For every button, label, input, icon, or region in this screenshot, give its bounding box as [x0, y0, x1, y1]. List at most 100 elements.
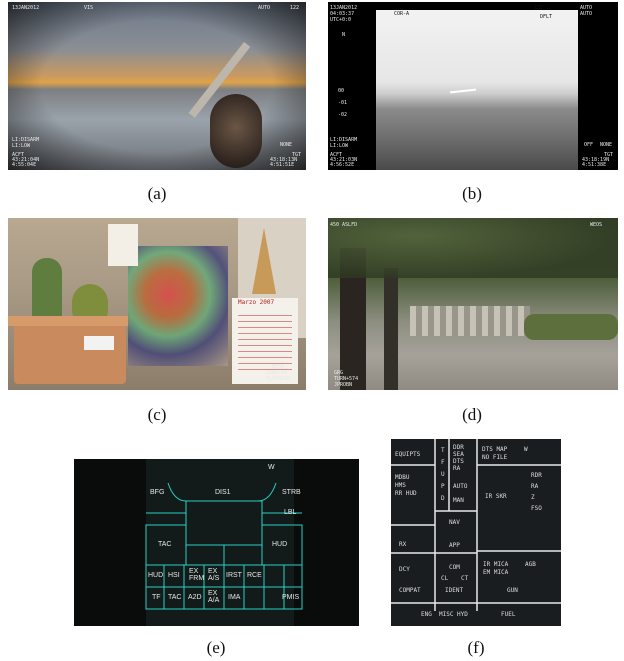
scale-0: 00 — [338, 88, 345, 94]
row2-tac-button[interactable]: TAC — [168, 594, 182, 601]
hyd-button[interactable]: HYD — [457, 611, 468, 618]
tgt-label: TGT — [604, 152, 614, 158]
acft-lat: 43:21:04N — [12, 157, 40, 163]
acft-lon: 4:55:04E — [12, 162, 37, 168]
bfg-button[interactable]: BFG — [150, 489, 165, 496]
ir-skr-button[interactable]: IR SKR — [485, 493, 507, 500]
hud-button[interactable]: HUD — [272, 541, 288, 548]
readout-1: M558 — [272, 364, 285, 370]
auto-readout-2: AUTO — [580, 11, 593, 17]
tgt-lat: 43:18:19N — [582, 157, 610, 163]
w-label: W — [524, 446, 528, 453]
caption-a: (a) — [147, 184, 167, 203]
north-marker: N — [342, 32, 346, 38]
dcy-button[interactable]: DCY — [399, 566, 410, 573]
dts-map-button[interactable]: DTS MAP — [482, 446, 508, 453]
tgt-lat: 43:18:13N — [270, 157, 298, 163]
w-label[interactable]: W — [268, 464, 275, 471]
row2-ex-aa-button[interactable]: EX A/A — [208, 590, 220, 604]
ir-mica-button[interactable]: IR MICA — [483, 561, 509, 568]
tfupd-t: T — [441, 447, 445, 454]
sea-button[interactable]: SEA — [453, 451, 464, 458]
eng-button[interactable]: ENG — [421, 611, 432, 618]
app-button[interactable]: APP — [449, 542, 460, 549]
tree-trunk-2 — [384, 268, 398, 390]
caption-e: (e) — [206, 638, 226, 657]
com-button[interactable]: COM — [449, 564, 460, 571]
row2-pmis-button[interactable]: PMIS — [282, 594, 300, 601]
z-button[interactable]: Z — [531, 494, 535, 501]
equipts-button[interactable]: EQUIPTS — [395, 451, 421, 458]
compat-button[interactable]: COMPAT — [399, 587, 421, 594]
caption-d: (d) — [462, 405, 482, 424]
tac-button[interactable]: TAC — [158, 541, 172, 548]
row2-tf-button[interactable]: TF — [152, 594, 161, 601]
fuel-button[interactable]: FUEL — [501, 611, 516, 618]
tfupd-f: F — [441, 459, 445, 466]
dflt-readout: DFLT — [540, 14, 553, 20]
auto-readout: AUTO — [580, 5, 593, 11]
row1-ex-frm-button[interactable]: EX FRM — [189, 568, 205, 582]
gun-button[interactable]: GUN — [507, 587, 518, 594]
tgt-lon: 4:51:38E — [582, 162, 607, 168]
panel-f-mfd-grey: EQUIPTS T F U P D DDR SEA DTS RA AUTO MA… — [391, 439, 561, 626]
ident-button[interactable]: IDENT — [445, 587, 464, 594]
tfupd-d: D — [441, 495, 445, 502]
panel-a-sunset-video: 13JAN2012 VIS AUTO 122 LI:DISARM LI:LOW … — [8, 2, 306, 170]
ra2-button[interactable]: RA — [531, 483, 539, 490]
ct-button[interactable]: CT — [461, 575, 469, 582]
rr-hud-button[interactable]: RR HUD — [395, 490, 417, 497]
tgt-lon: 4:51:51E — [270, 162, 295, 168]
tfupd-p: P — [441, 483, 445, 490]
hms-button[interactable]: HMS — [395, 482, 406, 489]
panel-d-park-scene: 450 ASLFD WEOS GRG TURN+574 JPROBN — [328, 218, 618, 390]
scale-1: -01 — [338, 100, 348, 106]
agb-button[interactable]: AGB — [525, 561, 536, 568]
caption-b: (b) — [462, 184, 482, 203]
dis1-label: DIS1 — [215, 489, 231, 496]
auto-button[interactable]: AUTO — [453, 483, 468, 490]
acft-lat: 43:21:03N — [330, 157, 358, 163]
cl-button[interactable]: CL — [441, 575, 449, 582]
pergola — [410, 306, 530, 336]
row1-hud-button[interactable]: HUD — [148, 572, 164, 579]
row2-ima-button[interactable]: IMA — [228, 594, 241, 601]
ra-button[interactable]: RA — [453, 465, 461, 472]
readout-3: TLPPADIN — [266, 376, 291, 382]
bottom-readout-2: TURN+574 — [334, 376, 359, 382]
top-right-readout: WEOS — [590, 222, 603, 228]
row1-ex-as-button[interactable]: EX A/S — [208, 568, 220, 582]
row2-a2d-button[interactable]: A2D — [188, 594, 202, 601]
vis-readout: VIS — [84, 5, 94, 11]
tgt-label: TGT — [292, 152, 302, 158]
nav-button[interactable]: NAV — [449, 519, 460, 526]
mode-readout-left-2: LI:LOW — [330, 143, 349, 149]
number-readout: 122 — [290, 5, 300, 11]
mfd-grid — [391, 439, 561, 611]
row1-irst-button[interactable]: IRST — [226, 572, 242, 579]
readout-2: 3004:04 — [266, 370, 288, 376]
bottom-readout-3: JPROBN — [334, 382, 353, 388]
lbl-button[interactable]: LBL — [284, 509, 297, 516]
top-left-readout: 450 ASLFD — [330, 222, 358, 228]
calendar: Marzo 2007 — [232, 298, 298, 384]
off-readout: OFF — [584, 142, 594, 148]
rx-button[interactable]: RX — [399, 541, 407, 548]
dts-button[interactable]: DTS — [453, 458, 464, 465]
strb-button[interactable]: STRB — [282, 489, 301, 496]
em-mica-button[interactable]: EM MICA — [483, 569, 509, 576]
ddr-button[interactable]: DDR — [453, 444, 464, 451]
fso-button[interactable]: FSO — [531, 505, 542, 512]
cone — [252, 228, 276, 294]
man-button[interactable]: MAN — [453, 497, 464, 504]
calendar-title: Marzo 2007 — [238, 299, 275, 306]
tfupd-u: U — [441, 471, 445, 478]
panel-b-ir-video: 13JAN2012 04:03:37 UTC+0:0 COR-A 135 DFL… — [328, 2, 618, 170]
row1-rce-button[interactable]: RCE — [247, 572, 262, 579]
panel-c-still-life: Marzo 2007 M558 3004:04 TLPPADIN — [8, 218, 306, 390]
misc-button[interactable]: MISC — [439, 611, 454, 618]
number-readout: 135 — [534, 5, 544, 11]
rdr-button[interactable]: RDR — [531, 472, 542, 479]
mdbu-button[interactable]: MDBU — [395, 474, 410, 481]
row1-hsi-button[interactable]: HSI — [168, 572, 180, 579]
